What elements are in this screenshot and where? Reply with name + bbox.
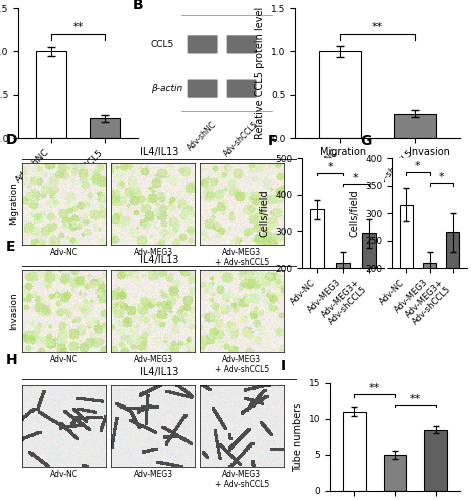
Text: IL4/IL13: IL4/IL13 [140,368,179,378]
Text: *: * [415,160,421,170]
Bar [36,52,66,138]
X-axis label: Adv-MEG3
+ Adv-shCCL5: Adv-MEG3 + Adv-shCCL5 [215,355,269,374]
Text: F: F [268,134,277,148]
Text: Adv-shNC: Adv-shNC [187,120,219,152]
Bar [336,262,350,342]
Bar [310,210,325,342]
FancyBboxPatch shape [227,80,257,98]
Y-axis label: Migration: Migration [9,182,18,226]
Y-axis label: Cells/field: Cells/field [349,189,359,237]
Y-axis label: Invasion: Invasion [9,292,18,330]
Text: **: ** [372,22,383,32]
Text: E: E [6,240,15,254]
X-axis label: Adv-MEG3
+ Adv-shCCL5: Adv-MEG3 + Adv-shCCL5 [215,470,269,489]
Title: Invasion: Invasion [409,147,450,157]
FancyBboxPatch shape [227,36,257,54]
Text: B: B [132,0,143,12]
Text: *: * [327,162,333,172]
Bar [90,118,120,138]
Text: H: H [6,353,17,367]
Bar [394,114,436,138]
Text: **: ** [369,382,380,392]
Bar [319,52,361,138]
X-axis label: Adv-MEG3: Adv-MEG3 [133,470,172,479]
Text: **: ** [73,22,84,32]
X-axis label: Adv-NC: Adv-NC [50,355,78,364]
Text: *: * [353,172,358,182]
Text: IL4/IL13: IL4/IL13 [140,254,179,264]
Text: Adv-shCCL5: Adv-shCCL5 [222,120,261,158]
Text: CCL5: CCL5 [151,40,174,49]
X-axis label: Adv-NC: Adv-NC [50,248,78,257]
Bar [423,262,436,378]
Bar [362,233,376,342]
Bar [447,232,459,378]
Text: D: D [6,133,17,147]
Text: **: ** [410,394,421,404]
Text: G: G [360,134,372,148]
Text: *: * [439,172,444,181]
Text: I: I [281,359,286,373]
Text: IL4/IL13: IL4/IL13 [140,148,179,158]
X-axis label: Adv-MEG3
+ Adv-shCCL5: Adv-MEG3 + Adv-shCCL5 [215,248,269,267]
Bar [343,412,365,491]
Y-axis label: Relative CCL5 protein level: Relative CCL5 protein level [255,7,265,139]
FancyBboxPatch shape [187,36,218,54]
Y-axis label: Tube numbers: Tube numbers [293,402,303,471]
X-axis label: Adv-NC: Adv-NC [50,470,78,479]
FancyBboxPatch shape [187,80,218,98]
Text: β-actin: β-actin [151,84,182,93]
Bar [384,455,406,491]
Bar [399,205,413,378]
Y-axis label: Cells/field: Cells/field [260,189,269,237]
Bar [424,430,447,491]
X-axis label: Adv-MEG3: Adv-MEG3 [133,355,172,364]
X-axis label: Adv-MEG3: Adv-MEG3 [133,248,172,257]
Title: Migration: Migration [320,147,366,157]
